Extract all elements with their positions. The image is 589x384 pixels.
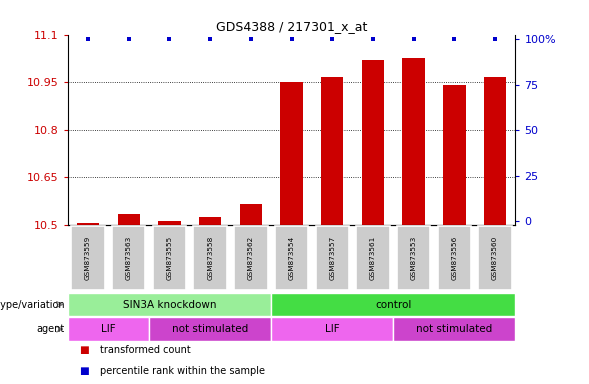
Point: [368, 36, 378, 42]
FancyBboxPatch shape: [397, 226, 431, 291]
Text: GSM873560: GSM873560: [492, 236, 498, 280]
Bar: [149, 317, 271, 341]
Text: ■: ■: [80, 366, 92, 376]
FancyBboxPatch shape: [193, 226, 227, 291]
Bar: [402, 58, 425, 225]
Bar: [77, 223, 100, 225]
Point: [287, 36, 296, 42]
FancyBboxPatch shape: [356, 226, 390, 291]
Text: percentile rank within the sample: percentile rank within the sample: [100, 366, 265, 376]
Text: SIN3A knockdown: SIN3A knockdown: [123, 300, 216, 310]
Point: [246, 36, 256, 42]
Text: GSM873553: GSM873553: [411, 236, 416, 280]
Bar: [362, 60, 384, 225]
Point: [449, 36, 459, 42]
Bar: [240, 204, 262, 225]
FancyBboxPatch shape: [234, 226, 267, 291]
Bar: [158, 222, 181, 225]
Bar: [68, 317, 149, 341]
Point: [206, 36, 215, 42]
Text: GSM873555: GSM873555: [167, 236, 173, 280]
Point: [490, 36, 499, 42]
Bar: [393, 317, 515, 341]
Text: LIF: LIF: [101, 324, 116, 334]
Text: genotype/variation: genotype/variation: [0, 300, 65, 310]
Text: GSM873563: GSM873563: [126, 236, 132, 280]
Point: [409, 36, 418, 42]
Text: GSM873559: GSM873559: [85, 236, 91, 280]
FancyBboxPatch shape: [153, 226, 186, 291]
Bar: [271, 293, 515, 316]
FancyBboxPatch shape: [316, 226, 349, 291]
Bar: [199, 217, 221, 225]
Point: [84, 36, 93, 42]
Bar: [68, 293, 271, 316]
Bar: [118, 214, 140, 225]
Text: GSM873562: GSM873562: [248, 236, 254, 280]
FancyBboxPatch shape: [438, 226, 471, 291]
Text: GSM873561: GSM873561: [370, 236, 376, 280]
Text: not stimulated: not stimulated: [172, 324, 249, 334]
Text: control: control: [375, 300, 412, 310]
Text: LIF: LIF: [325, 324, 340, 334]
Title: GDS4388 / 217301_x_at: GDS4388 / 217301_x_at: [216, 20, 368, 33]
Text: agent: agent: [37, 324, 65, 334]
Bar: [280, 82, 303, 225]
FancyBboxPatch shape: [112, 226, 145, 291]
Text: GSM873557: GSM873557: [329, 236, 335, 280]
FancyBboxPatch shape: [71, 226, 105, 291]
Point: [327, 36, 337, 42]
Text: transformed count: transformed count: [100, 345, 191, 355]
Bar: [443, 85, 465, 225]
Text: ■: ■: [80, 345, 92, 355]
Point: [124, 36, 134, 42]
Bar: [271, 317, 393, 341]
FancyBboxPatch shape: [478, 226, 512, 291]
Text: GSM873558: GSM873558: [207, 236, 213, 280]
Point: [165, 36, 174, 42]
FancyBboxPatch shape: [275, 226, 308, 291]
Text: not stimulated: not stimulated: [416, 324, 492, 334]
Bar: [321, 77, 343, 225]
Text: GSM873554: GSM873554: [289, 236, 294, 280]
Bar: [484, 77, 506, 225]
Text: GSM873556: GSM873556: [451, 236, 457, 280]
